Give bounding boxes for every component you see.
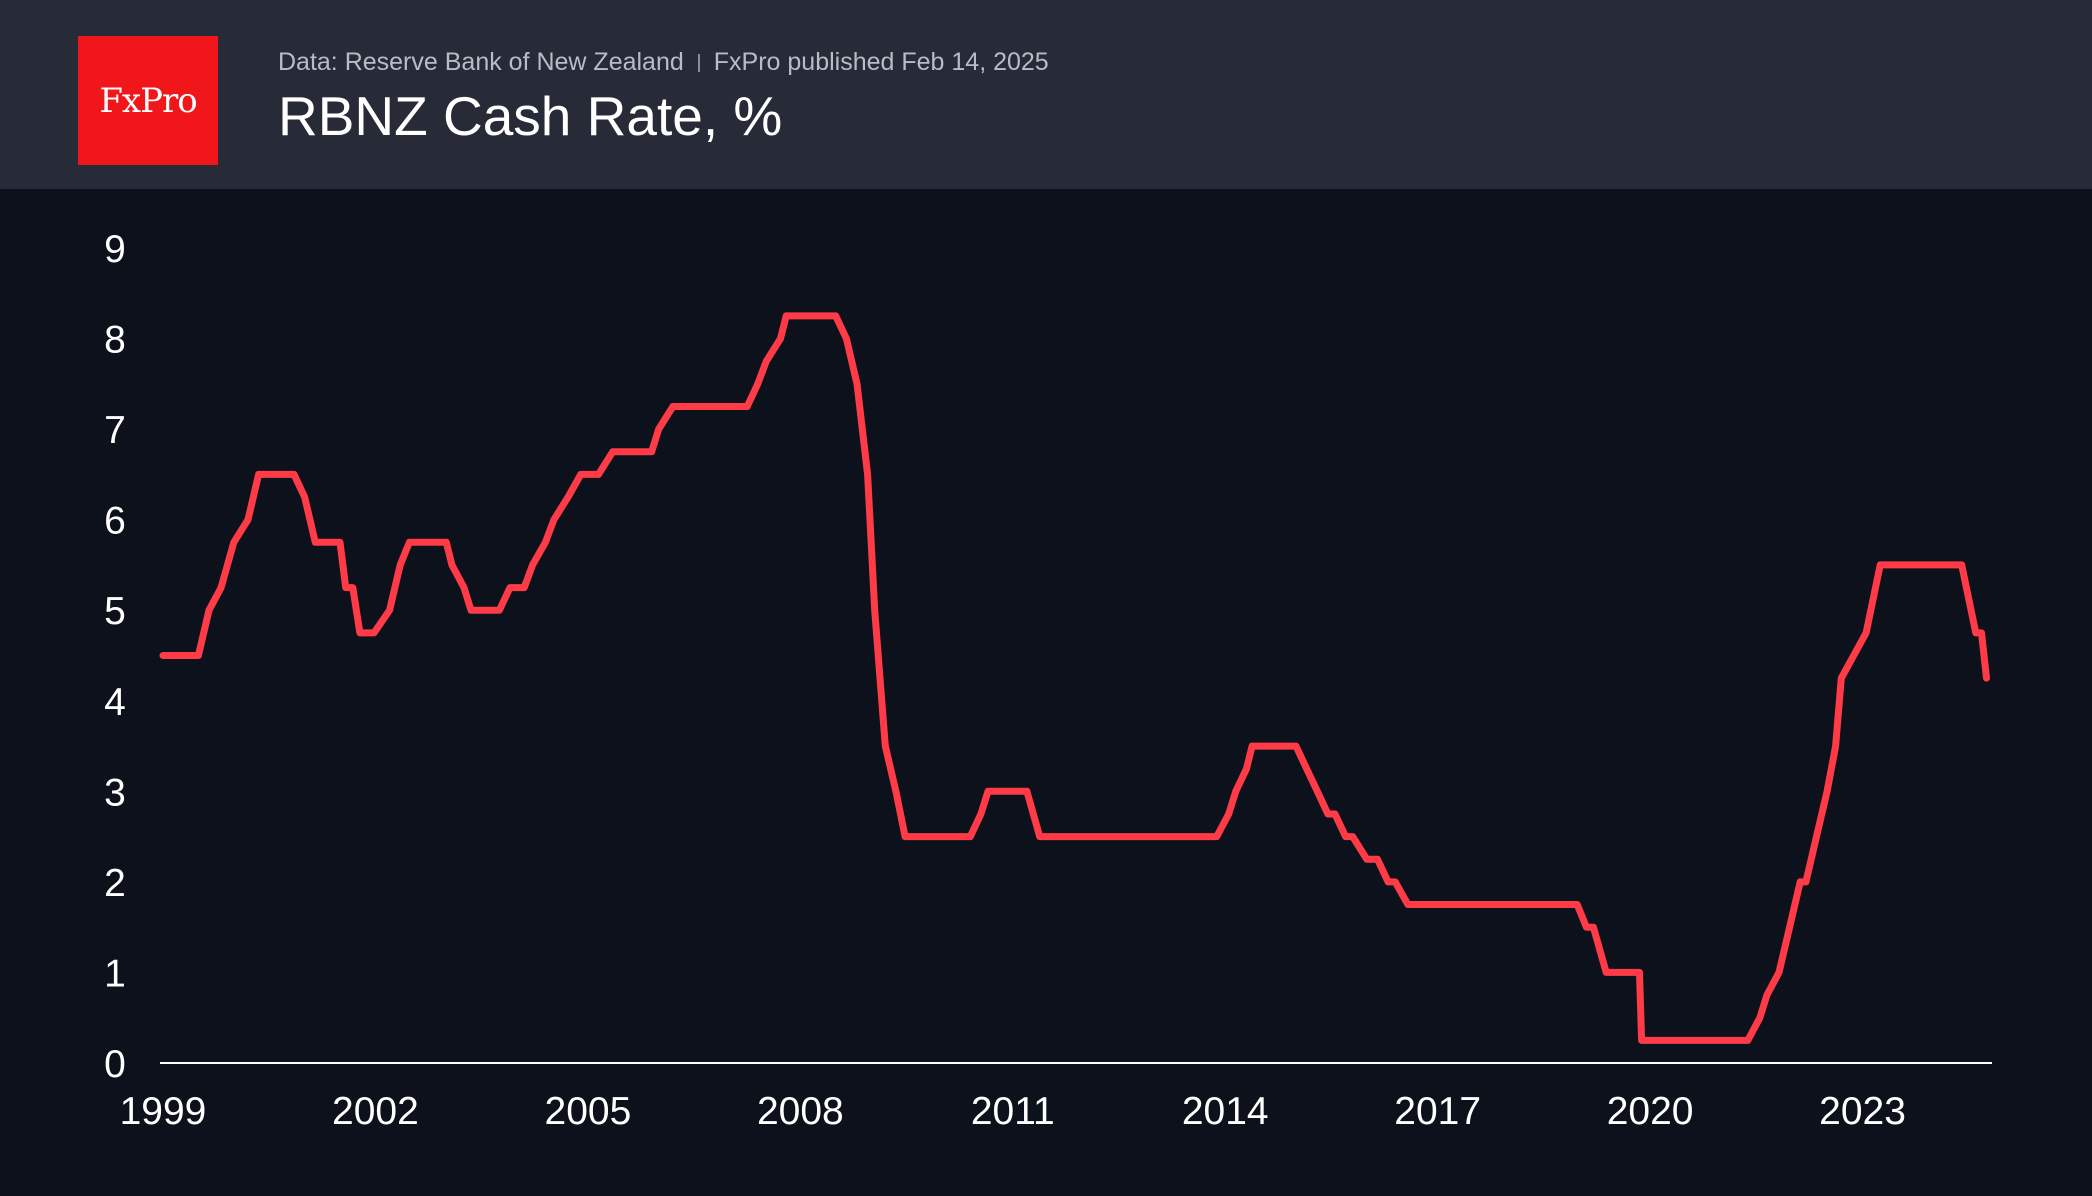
x-tick-label: 2017 [1394, 1090, 1481, 1133]
x-tick-label: 2023 [1819, 1090, 1906, 1133]
published-text: FxPro published Feb 14, 2025 [713, 48, 1049, 76]
x-tick-label: 2005 [545, 1090, 632, 1133]
y-tick-label: 3 [104, 771, 126, 814]
y-tick-label: 8 [104, 319, 126, 362]
x-tick-label: 2020 [1607, 1090, 1694, 1133]
y-tick-label: 0 [104, 1043, 126, 1086]
y-axis-ticks: 0 1 2 3 4 5 6 7 8 9 [104, 228, 126, 1086]
logo-text: FxPro [99, 80, 197, 121]
fxpro-logo: FxPro [78, 36, 218, 165]
series-line-ocr [159, 312, 1990, 1044]
x-tick-label: 2014 [1182, 1090, 1269, 1133]
separator [697, 53, 700, 72]
y-tick-label: 1 [104, 952, 126, 995]
source-line: Data: Reserve Bank of New Zealand FxPro … [278, 48, 1049, 77]
y-tick-label: 4 [104, 681, 126, 724]
data-source-text: Data: Reserve Bank of New Zealand [278, 48, 684, 76]
x-tick-label: 2011 [971, 1090, 1055, 1133]
x-tick-label: 2008 [757, 1090, 844, 1133]
y-tick-label: 7 [104, 409, 126, 452]
y-tick-label: 5 [104, 590, 126, 633]
series-layer [159, 312, 1990, 1044]
y-tick-label: 9 [104, 228, 126, 271]
header-bar: FxPro Data: Reserve Bank of New Zealand … [0, 0, 2092, 189]
x-tick-label: 1999 [120, 1090, 207, 1133]
chart-title: RBNZ Cash Rate, % [278, 85, 783, 147]
y-tick-label: 6 [104, 500, 126, 543]
x-tick-label: 2002 [332, 1090, 419, 1133]
y-tick-label: 2 [104, 862, 126, 905]
x-axis-ticks: 1999 2002 2005 2008 2011 2014 2017 2020 2023 [120, 1090, 1906, 1133]
